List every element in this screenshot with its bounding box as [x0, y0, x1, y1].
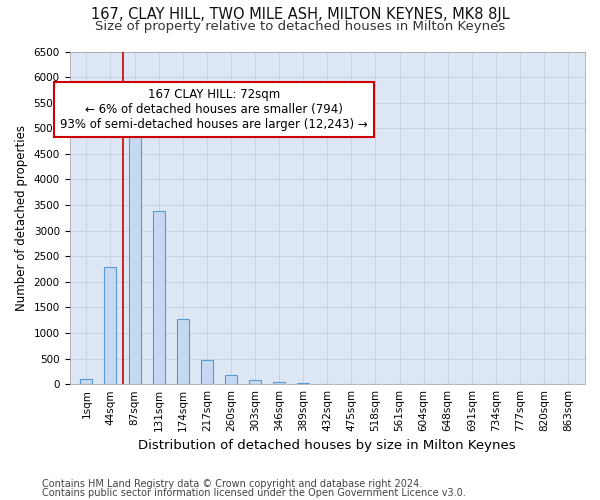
Bar — [104, 268, 116, 384]
Bar — [152, 210, 164, 384]
Bar — [80, 379, 92, 384]
Text: Contains public sector information licensed under the Open Government Licence v3: Contains public sector information licen… — [42, 488, 466, 498]
Y-axis label: Number of detached properties: Number of detached properties — [15, 125, 28, 311]
Text: Size of property relative to detached houses in Milton Keynes: Size of property relative to detached ho… — [95, 20, 505, 33]
Bar — [128, 107, 140, 384]
Text: 167 CLAY HILL: 72sqm
← 6% of detached houses are smaller (794)
93% of semi-detac: 167 CLAY HILL: 72sqm ← 6% of detached ho… — [60, 88, 368, 131]
Bar — [249, 380, 261, 384]
Bar — [177, 318, 189, 384]
Bar — [225, 375, 237, 384]
X-axis label: Distribution of detached houses by size in Milton Keynes: Distribution of detached houses by size … — [139, 440, 516, 452]
Text: 167, CLAY HILL, TWO MILE ASH, MILTON KEYNES, MK8 8JL: 167, CLAY HILL, TWO MILE ASH, MILTON KEY… — [91, 8, 509, 22]
Bar — [201, 360, 213, 384]
Text: Contains HM Land Registry data © Crown copyright and database right 2024.: Contains HM Land Registry data © Crown c… — [42, 479, 422, 489]
Bar — [273, 382, 285, 384]
